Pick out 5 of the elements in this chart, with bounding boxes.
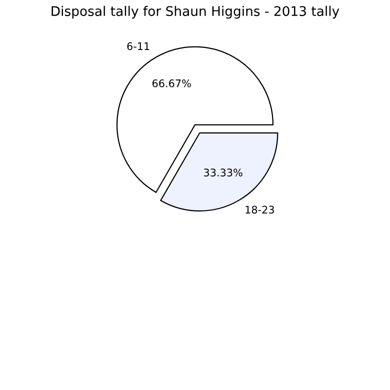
slice-label: 6-11 xyxy=(127,42,150,50)
chart-title: Disposal tally for Shaun Higgins - 2013 tally xyxy=(52,6,340,19)
data-label: 33.33% xyxy=(204,168,242,176)
data-label: 66.67% xyxy=(152,79,191,88)
slice-label: 18-23 xyxy=(246,206,274,214)
